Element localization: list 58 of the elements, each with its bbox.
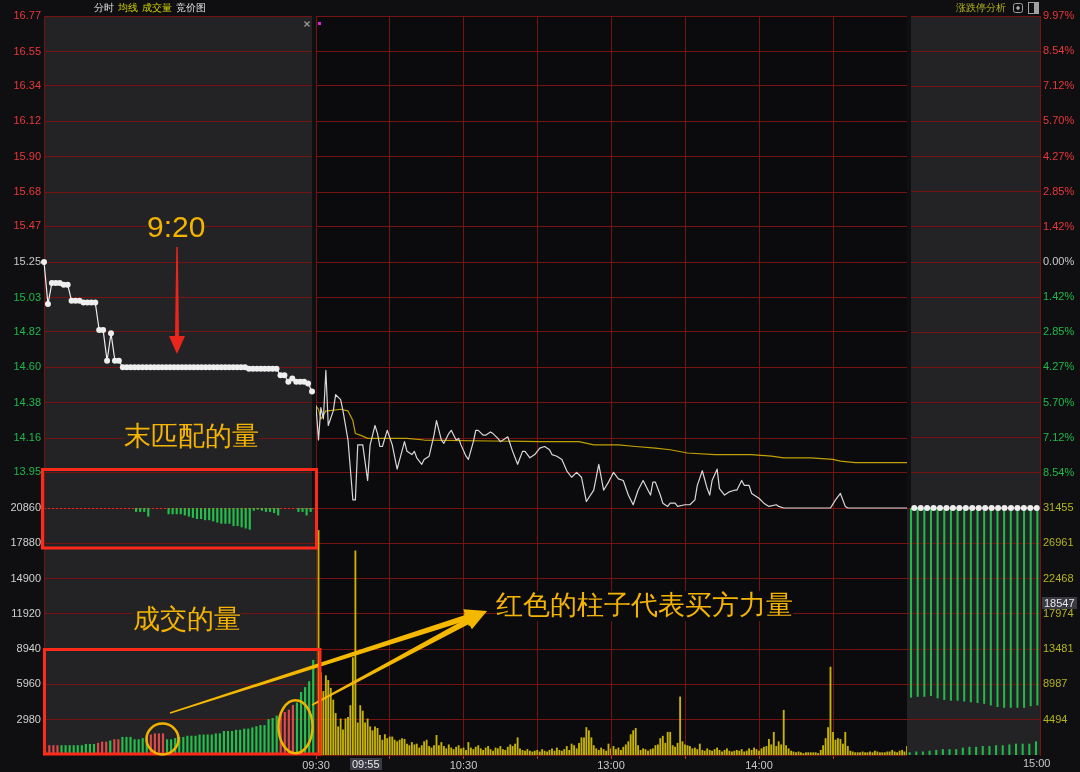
y-tick-label: 9.97% bbox=[1043, 9, 1075, 22]
y-tick-label: 15.47 bbox=[13, 219, 41, 232]
x-tick-label: 14:00 bbox=[745, 758, 773, 771]
y-tick-label: 5960 bbox=[16, 677, 41, 690]
y-tick-label: 14.38 bbox=[13, 395, 41, 408]
text: 分时 bbox=[94, 2, 114, 13]
y-tick-label: 20860 bbox=[10, 501, 41, 514]
y-tick-label: 0.00% bbox=[1043, 255, 1075, 268]
y-tick-label: 26961 bbox=[1043, 536, 1074, 549]
y-tick-label: 13.95 bbox=[13, 465, 41, 478]
y-tick-label: 16.55 bbox=[13, 44, 41, 57]
y-tick-label: 11920 bbox=[11, 606, 41, 619]
y-tick-label: 15.90 bbox=[13, 149, 41, 162]
y-tick-label: 13481 bbox=[1043, 642, 1074, 655]
text: 涨跌停分析 bbox=[956, 2, 1006, 13]
annotation: 9:20 bbox=[147, 210, 206, 243]
y-tick-label: 31455 bbox=[1043, 501, 1074, 514]
x-tick-label: 13:00 bbox=[597, 758, 625, 771]
y-tick-label: 14900 bbox=[10, 571, 41, 584]
y-tick-label: 22468 bbox=[1043, 571, 1074, 584]
y-tick-label: 15.68 bbox=[13, 185, 41, 198]
annotation: 成交的量 bbox=[133, 604, 241, 635]
y-tick-label: 16.77 bbox=[13, 9, 41, 22]
y-tick-label: 7.12% bbox=[1043, 79, 1075, 92]
y-tick-label: 17880 bbox=[10, 536, 41, 549]
y-tick-label: 8987 bbox=[1043, 677, 1068, 690]
annotation: 末匹配的量 bbox=[124, 421, 259, 452]
y-tick-label: 1.42% bbox=[1043, 219, 1075, 232]
y-tick-label: 15.25 bbox=[13, 255, 41, 268]
y-tick-label: 8940 bbox=[16, 642, 41, 655]
y-tick-label: 4494 bbox=[1043, 712, 1068, 725]
y-tick-label: 14.16 bbox=[13, 431, 41, 444]
x-tick-label: 10:30 bbox=[449, 758, 478, 771]
y-tick-label: 5.70% bbox=[1043, 395, 1075, 408]
text: 成交量 bbox=[142, 2, 172, 13]
y-tick-label: 4.27% bbox=[1043, 149, 1075, 162]
y-tick-label: 8.54% bbox=[1043, 465, 1075, 478]
y-tick-label: 14.82 bbox=[13, 324, 41, 337]
y-tick-label: 16.12 bbox=[13, 114, 41, 127]
y-tick-label: 16.34 bbox=[13, 78, 41, 91]
x-tick-label: 09:30 bbox=[302, 758, 330, 771]
text: 均线 bbox=[118, 2, 138, 13]
y-tick-label: 7.12% bbox=[1043, 430, 1075, 443]
y-tick-label: 4.27% bbox=[1043, 360, 1075, 373]
y-tick-label: 8.54% bbox=[1043, 44, 1075, 57]
y-tick-label: 2980 bbox=[16, 712, 41, 725]
y-tick-label: 1.42% bbox=[1043, 290, 1075, 303]
text: 09:55 bbox=[350, 758, 382, 770]
text: 18547 bbox=[1042, 597, 1077, 609]
y-tick-label: 2.85% bbox=[1043, 325, 1075, 338]
y-tick-label: 15.03 bbox=[13, 290, 41, 303]
y-tick-label: 5.70% bbox=[1043, 114, 1075, 127]
y-tick-label: 2.85% bbox=[1043, 184, 1075, 197]
x-tick-label: 15:00 bbox=[1022, 756, 1051, 769]
text: 竞价图 bbox=[176, 2, 206, 13]
y-tick-label: 14.60 bbox=[13, 360, 41, 373]
y-tick-label: 17974 bbox=[1043, 606, 1074, 619]
annotation: 红色的柱子代表买方力量 bbox=[496, 590, 793, 621]
